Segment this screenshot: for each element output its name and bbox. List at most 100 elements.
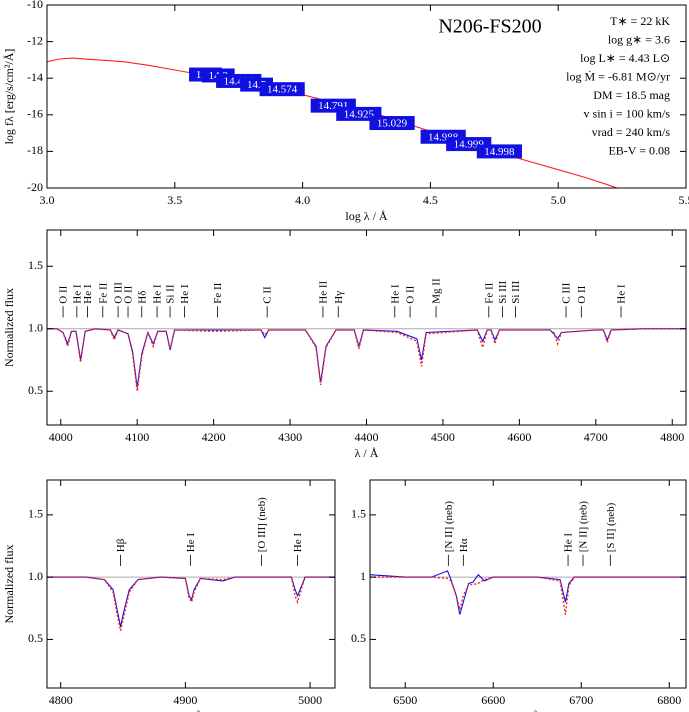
line-label: Hβ [115, 538, 127, 552]
line-label: Hγ [333, 291, 345, 304]
parameter: log Ṁ = -6.81 M⊙/yr [566, 69, 670, 83]
y-tick-label: 0.5 [28, 383, 43, 397]
line-label: O III [113, 282, 125, 304]
spectrum-line [47, 576, 335, 628]
y-tick-label: 0.5 [351, 631, 366, 645]
x-tick-label: 5000 [298, 693, 322, 707]
parameter: v sin i = 100 km/s [584, 106, 671, 120]
y-tick-label: 0.5 [28, 631, 43, 645]
x-tick-label: 4.0 [295, 193, 310, 207]
x-tick-label: 4800 [49, 693, 73, 707]
plot-frame [46, 4, 687, 189]
photometry-label: 14.574 [267, 84, 298, 96]
line-label: He I [616, 284, 628, 304]
x-tick-label: 6600 [481, 693, 505, 707]
line-label: He I [179, 284, 191, 304]
line-label: Hδ [136, 291, 148, 304]
x-tick-label: 4300 [278, 430, 302, 444]
y-tick-label: -16 [27, 107, 43, 121]
line-label: Fe II [483, 282, 495, 303]
photometry-label: 14.999 [454, 139, 485, 151]
line-label: He I [152, 284, 164, 304]
photometry-box [369, 116, 415, 131]
line-label: He I [185, 533, 197, 553]
x-axis-label: λ / Å [516, 709, 540, 712]
x-tick-label: 5.0 [551, 193, 566, 207]
plot-frame [46, 479, 336, 689]
x-axis-label: log λ / Å [345, 209, 387, 223]
line-label: Si III [497, 281, 509, 304]
x-tick-label: 4100 [125, 430, 149, 444]
y-tick-label: 1.5 [28, 258, 43, 272]
x-axis-label: λ / Å [179, 709, 203, 712]
x-tick-label: 4900 [173, 693, 197, 707]
line-label: C II [262, 286, 274, 304]
x-tick-label: 4600 [507, 430, 531, 444]
line-label: He II [317, 281, 329, 304]
x-tick-label: 3.0 [40, 193, 55, 207]
line-label: O II [576, 285, 588, 303]
line-label: Si II [165, 284, 177, 304]
y-tick-label: 1 [360, 569, 366, 583]
line-label: [N II] (neb) [443, 501, 455, 553]
line-label: Si III [510, 281, 522, 304]
y-axis-label: Normalized flux [2, 545, 16, 624]
y-axis-label: Normalized flux [2, 288, 16, 367]
plot-frame [369, 479, 687, 689]
line-label: Fe II [212, 282, 224, 303]
line-label: He I [389, 284, 401, 304]
parameter: DM = 18.5 mag [593, 88, 670, 102]
y-tick-label: -20 [27, 180, 43, 194]
parameter: T∗ = 22 kK [610, 14, 670, 28]
plot-frame [46, 229, 687, 426]
line-label: [S II] (neb) [605, 502, 617, 552]
x-tick-label: 3.5 [167, 193, 182, 207]
x-tick-label: 4200 [202, 430, 226, 444]
x-tick-label: 6500 [393, 693, 417, 707]
line-label: Mg II [431, 278, 443, 304]
line-label: O II [405, 285, 417, 303]
parameter: log g∗ = 3.6 [608, 32, 670, 46]
y-tick-label: 1.5 [351, 507, 366, 521]
y-tick-label: -10 [27, 0, 43, 11]
line-label: O II [58, 285, 70, 303]
line-label: He I [292, 533, 304, 553]
x-tick-label: 4400 [355, 430, 379, 444]
spectrum-line [47, 328, 686, 392]
y-axis-label: log fλ [erg/s/cm²/Å] [2, 49, 16, 145]
x-tick-label: 4500 [431, 430, 455, 444]
line-label: Hα [458, 538, 470, 552]
photometry-box [476, 144, 523, 159]
x-tick-label: 6700 [569, 693, 593, 707]
x-tick-label: 4.5 [423, 193, 438, 207]
x-tick-label: 6800 [657, 693, 681, 707]
x-axis-label: λ / Å [355, 446, 379, 460]
spectrum-line [47, 576, 335, 631]
photometry-label: 15.029 [377, 118, 408, 130]
photometry-box [259, 82, 305, 97]
line-label: C III [561, 282, 573, 303]
x-tick-label: 4700 [584, 430, 608, 444]
x-tick-label: 5.5 [679, 193, 689, 207]
line-label: O II [123, 285, 135, 303]
spectrum-line [47, 328, 686, 388]
line-label: He I [563, 533, 575, 553]
x-tick-label: 4000 [49, 430, 73, 444]
y-tick-label: 1.5 [28, 507, 43, 521]
line-label: [N II] (neb) [578, 501, 590, 553]
photometry-label: 14.925 [344, 108, 375, 120]
line-label: He I [71, 284, 83, 304]
x-tick-label: 4800 [660, 430, 684, 444]
parameter: vrad = 240 km/s [592, 125, 671, 139]
y-tick-label: -12 [27, 33, 43, 47]
line-label: [O III] (neb) [256, 497, 268, 552]
line-label: He I [82, 284, 94, 304]
chart-title: N206-FS200 [438, 16, 541, 38]
photometry-label: 14.998 [484, 146, 515, 158]
y-tick-label: 1.0 [28, 321, 43, 335]
parameter: EB-V = 0.08 [608, 143, 670, 157]
spectrum-line [47, 57, 618, 188]
y-tick-label: 1.0 [28, 569, 43, 583]
